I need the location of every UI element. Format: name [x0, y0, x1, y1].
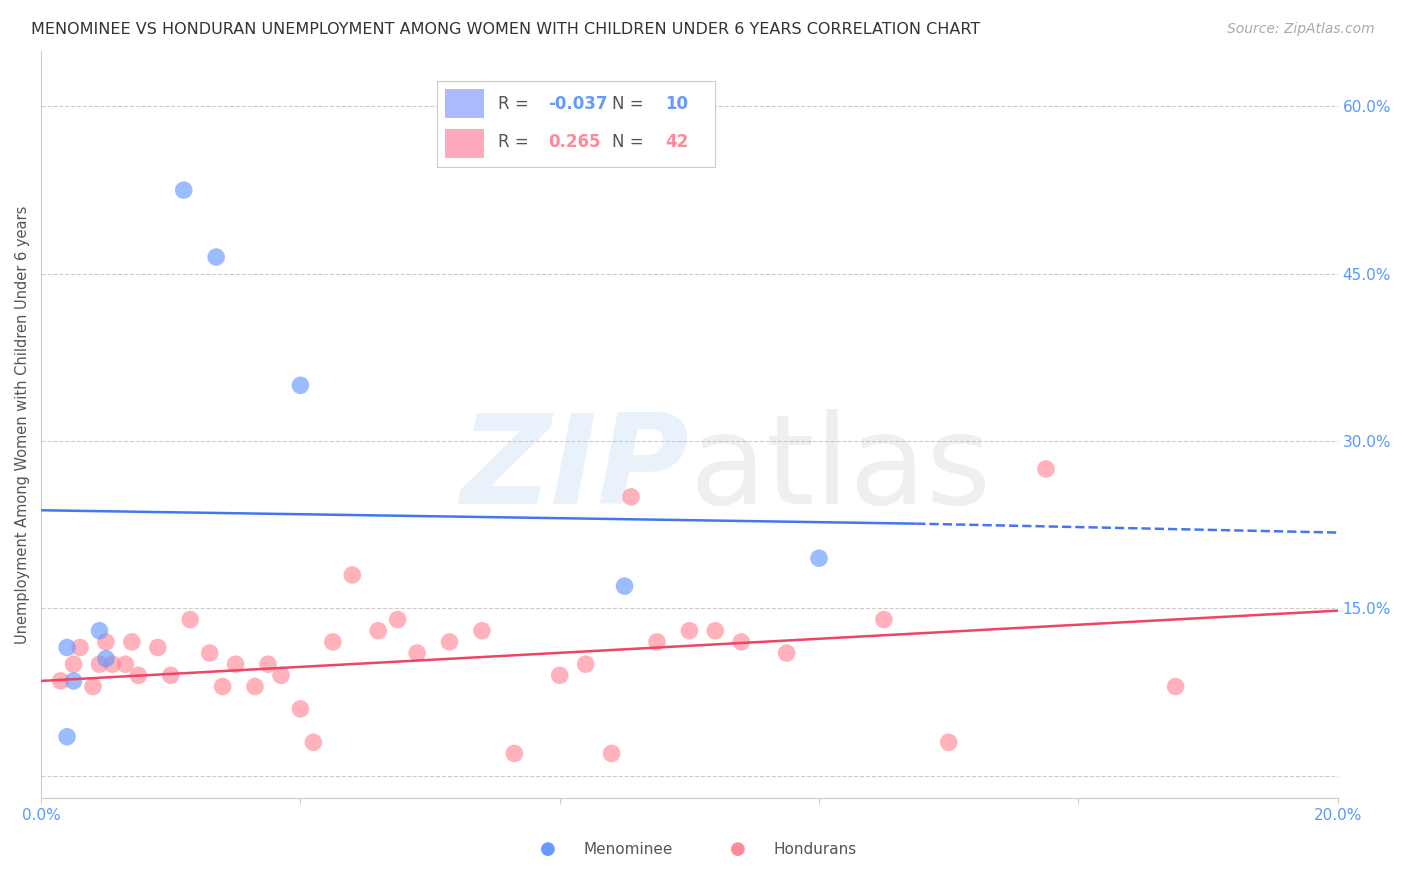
Point — [775, 646, 797, 660]
Point — [678, 624, 700, 638]
Point — [322, 635, 344, 649]
Point — [342, 568, 364, 582]
Point — [173, 183, 195, 197]
Point — [225, 657, 247, 672]
Point — [243, 680, 266, 694]
Point — [205, 250, 228, 264]
Point — [94, 651, 117, 665]
Text: ●: ● — [540, 840, 557, 858]
Point — [89, 657, 111, 672]
Point — [302, 735, 325, 749]
Point — [146, 640, 169, 655]
Text: atlas: atlas — [689, 409, 991, 530]
Point — [1035, 462, 1057, 476]
Point — [600, 747, 623, 761]
Point — [82, 680, 104, 694]
Point — [101, 657, 124, 672]
Point — [439, 635, 461, 649]
Point — [198, 646, 221, 660]
Point — [645, 635, 668, 649]
Point — [471, 624, 494, 638]
Point — [114, 657, 136, 672]
Point — [127, 668, 149, 682]
Point — [290, 378, 312, 392]
Point — [159, 668, 181, 682]
Point — [69, 640, 91, 655]
Point — [620, 490, 643, 504]
Point — [1164, 680, 1187, 694]
Point — [406, 646, 429, 660]
Point — [575, 657, 598, 672]
Point — [808, 551, 831, 566]
Text: MENOMINEE VS HONDURAN UNEMPLOYMENT AMONG WOMEN WITH CHILDREN UNDER 6 YEARS CORRE: MENOMINEE VS HONDURAN UNEMPLOYMENT AMONG… — [31, 22, 980, 37]
Point — [548, 668, 571, 682]
Text: Menominee: Menominee — [583, 842, 673, 856]
Point — [270, 668, 292, 682]
Point — [367, 624, 389, 638]
Point — [613, 579, 636, 593]
Text: Hondurans: Hondurans — [773, 842, 856, 856]
Point — [56, 640, 79, 655]
Text: ZIP: ZIP — [461, 409, 689, 530]
Point — [121, 635, 143, 649]
Point — [730, 635, 752, 649]
Point — [179, 613, 201, 627]
Point — [257, 657, 280, 672]
Point — [56, 730, 79, 744]
Text: ●: ● — [730, 840, 747, 858]
Point — [938, 735, 960, 749]
Point — [89, 624, 111, 638]
Point — [704, 624, 727, 638]
Point — [62, 657, 84, 672]
Point — [94, 635, 117, 649]
Text: Source: ZipAtlas.com: Source: ZipAtlas.com — [1227, 22, 1375, 37]
Point — [873, 613, 896, 627]
Point — [49, 673, 72, 688]
Point — [62, 673, 84, 688]
Point — [290, 702, 312, 716]
Point — [503, 747, 526, 761]
Point — [211, 680, 233, 694]
Point — [387, 613, 409, 627]
Y-axis label: Unemployment Among Women with Children Under 6 years: Unemployment Among Women with Children U… — [15, 205, 30, 643]
